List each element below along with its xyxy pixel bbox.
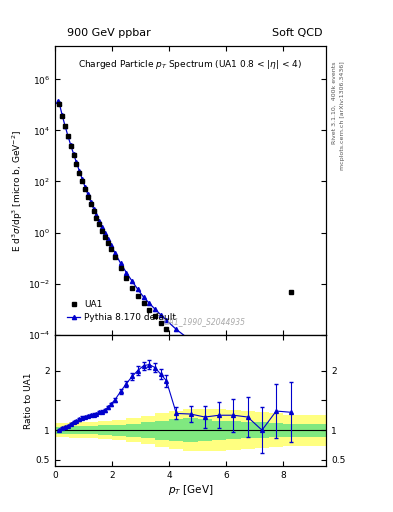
Pythia 8.170 default <box>118 260 123 266</box>
UA1 <box>71 152 76 158</box>
UA1 <box>188 347 193 353</box>
Pythia 8.170 default <box>217 359 222 366</box>
UA1 <box>231 434 236 440</box>
UA1 <box>118 265 123 271</box>
Pythia 8.170 default <box>103 230 107 237</box>
Pythia 8.170 default <box>174 326 179 332</box>
UA1 <box>141 300 146 306</box>
UA1 <box>136 292 140 298</box>
UA1 <box>202 358 207 364</box>
Line: Pythia 8.170 default: Pythia 8.170 default <box>56 99 307 429</box>
UA1 <box>164 326 169 332</box>
UA1 <box>245 432 250 438</box>
Pythia 8.170 default <box>136 286 140 292</box>
UA1 <box>100 227 105 233</box>
Pythia 8.170 default <box>231 371 236 377</box>
Y-axis label: Ratio to UA1: Ratio to UA1 <box>24 372 33 429</box>
Pythia 8.170 default <box>130 278 134 284</box>
Pythia 8.170 default <box>74 159 79 165</box>
Pythia 8.170 default <box>147 300 152 306</box>
UA1 <box>274 423 279 430</box>
UA1 <box>147 307 152 313</box>
Y-axis label: E d$^3\sigma$/dp$^3$ [micro b, GeV$^{-2}$]: E d$^3\sigma$/dp$^3$ [micro b, GeV$^{-2}… <box>11 130 25 251</box>
UA1 <box>57 101 62 107</box>
Pythia 8.170 default <box>105 236 110 242</box>
UA1 <box>217 411 222 417</box>
Pythia 8.170 default <box>188 337 193 344</box>
UA1 <box>113 254 118 260</box>
UA1 <box>97 221 102 227</box>
UA1 <box>288 289 293 295</box>
Pythia 8.170 default <box>97 218 102 224</box>
UA1 <box>80 178 84 184</box>
Legend: UA1, Pythia 8.170 default: UA1, Pythia 8.170 default <box>63 296 180 326</box>
Pythia 8.170 default <box>108 242 113 248</box>
Pythia 8.170 default <box>274 403 279 409</box>
Pythia 8.170 default <box>62 123 67 129</box>
Pythia 8.170 default <box>60 112 64 118</box>
UA1 <box>83 186 87 192</box>
UA1 <box>174 335 179 342</box>
Pythia 8.170 default <box>113 250 118 256</box>
Text: mcplots.cern.ch [arXiv:1306.3436]: mcplots.cern.ch [arXiv:1306.3436] <box>340 61 345 170</box>
Text: Rivet 3.1.10,  400k events: Rivet 3.1.10, 400k events <box>332 61 337 144</box>
Pythia 8.170 default <box>71 151 76 157</box>
UA1 <box>62 123 67 130</box>
UA1 <box>124 275 129 282</box>
Pythia 8.170 default <box>141 294 146 300</box>
UA1 <box>88 201 93 207</box>
UA1 <box>158 320 163 326</box>
X-axis label: $p_T$ [GeV]: $p_T$ [GeV] <box>168 482 213 497</box>
Pythia 8.170 default <box>66 133 70 139</box>
Pythia 8.170 default <box>164 317 169 323</box>
Pythia 8.170 default <box>303 424 307 430</box>
UA1 <box>152 313 157 319</box>
Pythia 8.170 default <box>100 224 105 230</box>
Text: UA1_1990_S2044935: UA1_1990_S2044935 <box>163 317 245 326</box>
Pythia 8.170 default <box>80 176 84 182</box>
Pythia 8.170 default <box>245 382 250 388</box>
Pythia 8.170 default <box>260 393 264 399</box>
UA1 <box>130 285 134 291</box>
UA1 <box>66 133 70 139</box>
Pythia 8.170 default <box>158 312 163 318</box>
UA1 <box>105 240 110 246</box>
Line: UA1: UA1 <box>57 101 293 439</box>
Pythia 8.170 default <box>288 414 293 420</box>
Pythia 8.170 default <box>124 269 129 275</box>
UA1 <box>260 428 264 434</box>
Text: 900 GeV ppbar: 900 GeV ppbar <box>67 28 151 38</box>
Pythia 8.170 default <box>83 184 87 190</box>
UA1 <box>77 169 82 176</box>
Text: Charged Particle $p_T$ Spectrum (UA1 0.8 < |$\eta$| < 4): Charged Particle $p_T$ Spectrum (UA1 0.8… <box>79 58 303 71</box>
Pythia 8.170 default <box>68 142 73 148</box>
UA1 <box>86 194 90 200</box>
UA1 <box>68 143 73 150</box>
Text: Soft QCD: Soft QCD <box>272 28 322 38</box>
Pythia 8.170 default <box>91 206 96 212</box>
Pythia 8.170 default <box>94 212 99 218</box>
Pythia 8.170 default <box>202 348 207 354</box>
UA1 <box>74 161 79 167</box>
Pythia 8.170 default <box>88 199 93 205</box>
Pythia 8.170 default <box>86 191 90 198</box>
Pythia 8.170 default <box>57 100 62 106</box>
Pythia 8.170 default <box>152 306 157 312</box>
Pythia 8.170 default <box>55 98 60 104</box>
UA1 <box>60 113 64 119</box>
UA1 <box>103 234 107 240</box>
Pythia 8.170 default <box>77 167 82 174</box>
UA1 <box>108 246 113 252</box>
UA1 <box>91 208 96 214</box>
UA1 <box>94 215 99 221</box>
